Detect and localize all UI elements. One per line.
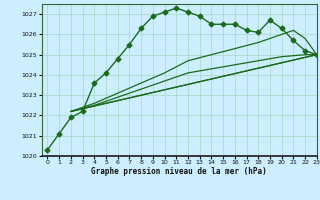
X-axis label: Graphe pression niveau de la mer (hPa): Graphe pression niveau de la mer (hPa) [91,167,267,176]
